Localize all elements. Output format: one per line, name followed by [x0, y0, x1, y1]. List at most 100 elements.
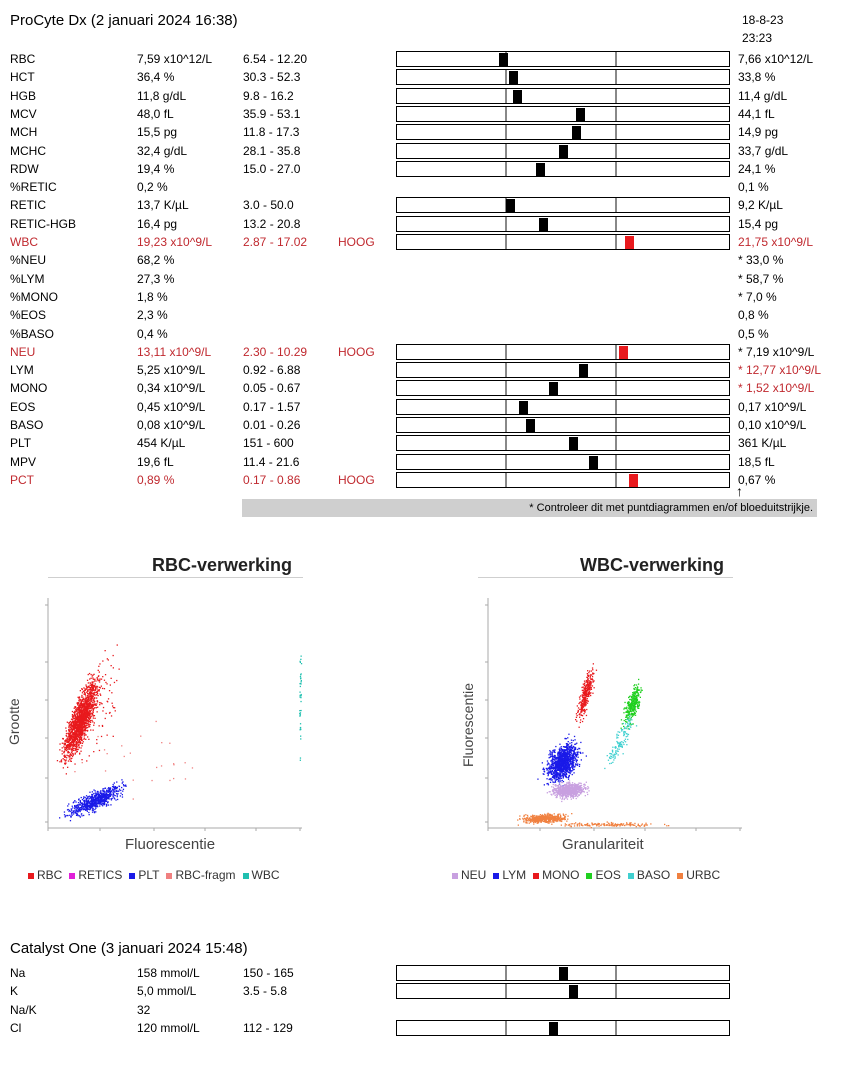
baso-cluster	[604, 715, 638, 770]
range-divider	[615, 399, 617, 414]
value-marker	[619, 345, 628, 359]
range-divider	[615, 984, 617, 998]
wbc-xlabel: Granulariteit	[562, 836, 644, 853]
legend-item: EOS	[586, 868, 621, 882]
legend-label: PLT	[138, 868, 160, 882]
value-marker	[549, 382, 558, 396]
catalyst-value-na: 158 mmol/L	[137, 966, 200, 980]
catalyst-range-cl: 112 - 129	[243, 1021, 293, 1035]
value-marker	[559, 144, 568, 158]
range-divider	[505, 1021, 507, 1035]
legend-item: RBC	[28, 868, 62, 882]
legend-swatch	[242, 872, 249, 879]
retic-range-bar	[396, 197, 730, 214]
value-marker	[526, 419, 535, 432]
legend-label: RBC-fragm	[175, 868, 236, 882]
result-name-hgb: HGB	[10, 88, 37, 103]
catalyst-value-k: 5,0 mmol/L	[137, 984, 197, 998]
wbc-ylabel: Fluorescentie	[460, 682, 476, 767]
wbc-plot-title-rule	[478, 577, 733, 578]
prev-date: 18-8-23	[742, 13, 784, 27]
result-range-mono: 0.05 - 0.67	[243, 381, 301, 396]
catalyst-value-cl: 120 mmol/L	[137, 1021, 200, 1035]
range-divider	[615, 106, 617, 121]
rbc-scatter	[65, 644, 120, 765]
rbc-xlabel: Fluorescentie	[125, 836, 216, 853]
result-range-retic-hgb: 13.2 - 20.8	[243, 216, 301, 231]
rbc-plot-title: RBC-verwerking	[152, 555, 293, 575]
mchc-range-bar	[396, 142, 730, 159]
value-marker	[569, 985, 578, 998]
value-marker	[559, 967, 568, 980]
catalyst-name-na: Na	[10, 966, 26, 980]
result-prev-neu: * 33,0 %	[738, 253, 784, 268]
legend-item: BASO	[627, 868, 670, 882]
result-value-eos: 2,3 %	[137, 308, 168, 323]
rbc-ylabel: Grootte	[6, 698, 22, 745]
result-range-wbc: 2.87 - 17.02	[243, 235, 308, 249]
range-divider	[505, 418, 507, 432]
value-marker	[579, 364, 588, 378]
legend-label: NEU	[461, 868, 487, 882]
legend-item: RETICS	[69, 868, 122, 882]
range-divider	[505, 472, 507, 487]
result-prev-mono: * 1,52 x10^9/L	[738, 381, 815, 396]
legend-item: NEU	[452, 868, 486, 882]
result-name-wbc: WBC	[10, 235, 38, 249]
legend-swatch	[493, 872, 500, 879]
result-prev-mcv: 44,1 fL	[738, 106, 775, 121]
pct-range-bar	[396, 471, 730, 488]
range-divider	[505, 106, 507, 121]
wbc-range-bar	[396, 234, 730, 250]
result-range-rbc: 6.54 - 12.20	[243, 52, 308, 66]
result-value-rbc: 7,59 x10^12/L	[137, 52, 213, 66]
result-range-retic: 3.0 - 50.0	[243, 198, 294, 213]
legend-swatch	[627, 872, 634, 879]
range-divider	[615, 344, 617, 359]
legend-item: WBC	[242, 868, 280, 882]
result-name-neu: %NEU	[10, 253, 47, 268]
range-divider	[505, 70, 507, 85]
wbc-scatter-plot	[485, 598, 742, 831]
value-marker	[499, 53, 508, 66]
result-value-mchc: 32,4 g/dL	[137, 143, 188, 158]
catalyst-range-na: 150 - 165	[243, 966, 294, 980]
lym-cluster	[537, 733, 587, 787]
result-value-neu: 68,2 %	[137, 253, 175, 268]
result-range-mpv: 11.4 - 21.6	[243, 454, 300, 469]
range-divider	[615, 436, 617, 451]
result-prev-eos: 0,8 %	[738, 308, 769, 323]
result-prev-rbc: 7,66 x10^12/L	[738, 52, 814, 66]
value-marker	[539, 217, 548, 231]
check-note: * Controleer dit met puntdiagrammen en/o…	[242, 499, 817, 517]
range-divider	[615, 198, 617, 213]
result-name-retic: %RETIC	[10, 180, 57, 195]
legend-item: LYM	[493, 868, 526, 882]
legend-label: RETICS	[78, 868, 123, 882]
legend-label: URBC	[686, 868, 721, 882]
result-prev-retic: 9,2 K/µL	[738, 198, 783, 213]
result-range-mchc: 28.1 - 35.8	[243, 143, 301, 158]
range-divider	[615, 125, 617, 140]
result-prev-lym: * 58,7 %	[738, 271, 784, 286]
legend-swatch	[28, 872, 34, 879]
neu-range-bar	[396, 343, 730, 360]
eos-range-bar	[396, 398, 730, 415]
range-divider	[615, 1021, 617, 1035]
result-value-pct: 0,89 %	[137, 472, 175, 487]
value-marker	[629, 473, 638, 487]
value-marker	[549, 1022, 558, 1035]
legend-label: MONO	[542, 868, 580, 882]
result-prev-retic: 0,1 %	[738, 180, 769, 195]
value-marker	[576, 107, 585, 121]
result-name-mchc: MCHC	[10, 143, 46, 158]
range-divider	[505, 363, 507, 378]
range-divider	[615, 161, 617, 176]
result-value-lym: 27,3 %	[137, 271, 175, 286]
catalyst-name-na-k: Na/K	[10, 1003, 37, 1017]
result-flag-wbc: HOOG	[338, 235, 375, 249]
result-range-eos: 0.17 - 1.57	[243, 399, 301, 414]
result-prev-mch: 14,9 pg	[738, 125, 779, 140]
result-flag-pct: HOOG	[338, 472, 375, 487]
result-prev-wbc: 21,75 x10^9/L	[738, 235, 814, 249]
